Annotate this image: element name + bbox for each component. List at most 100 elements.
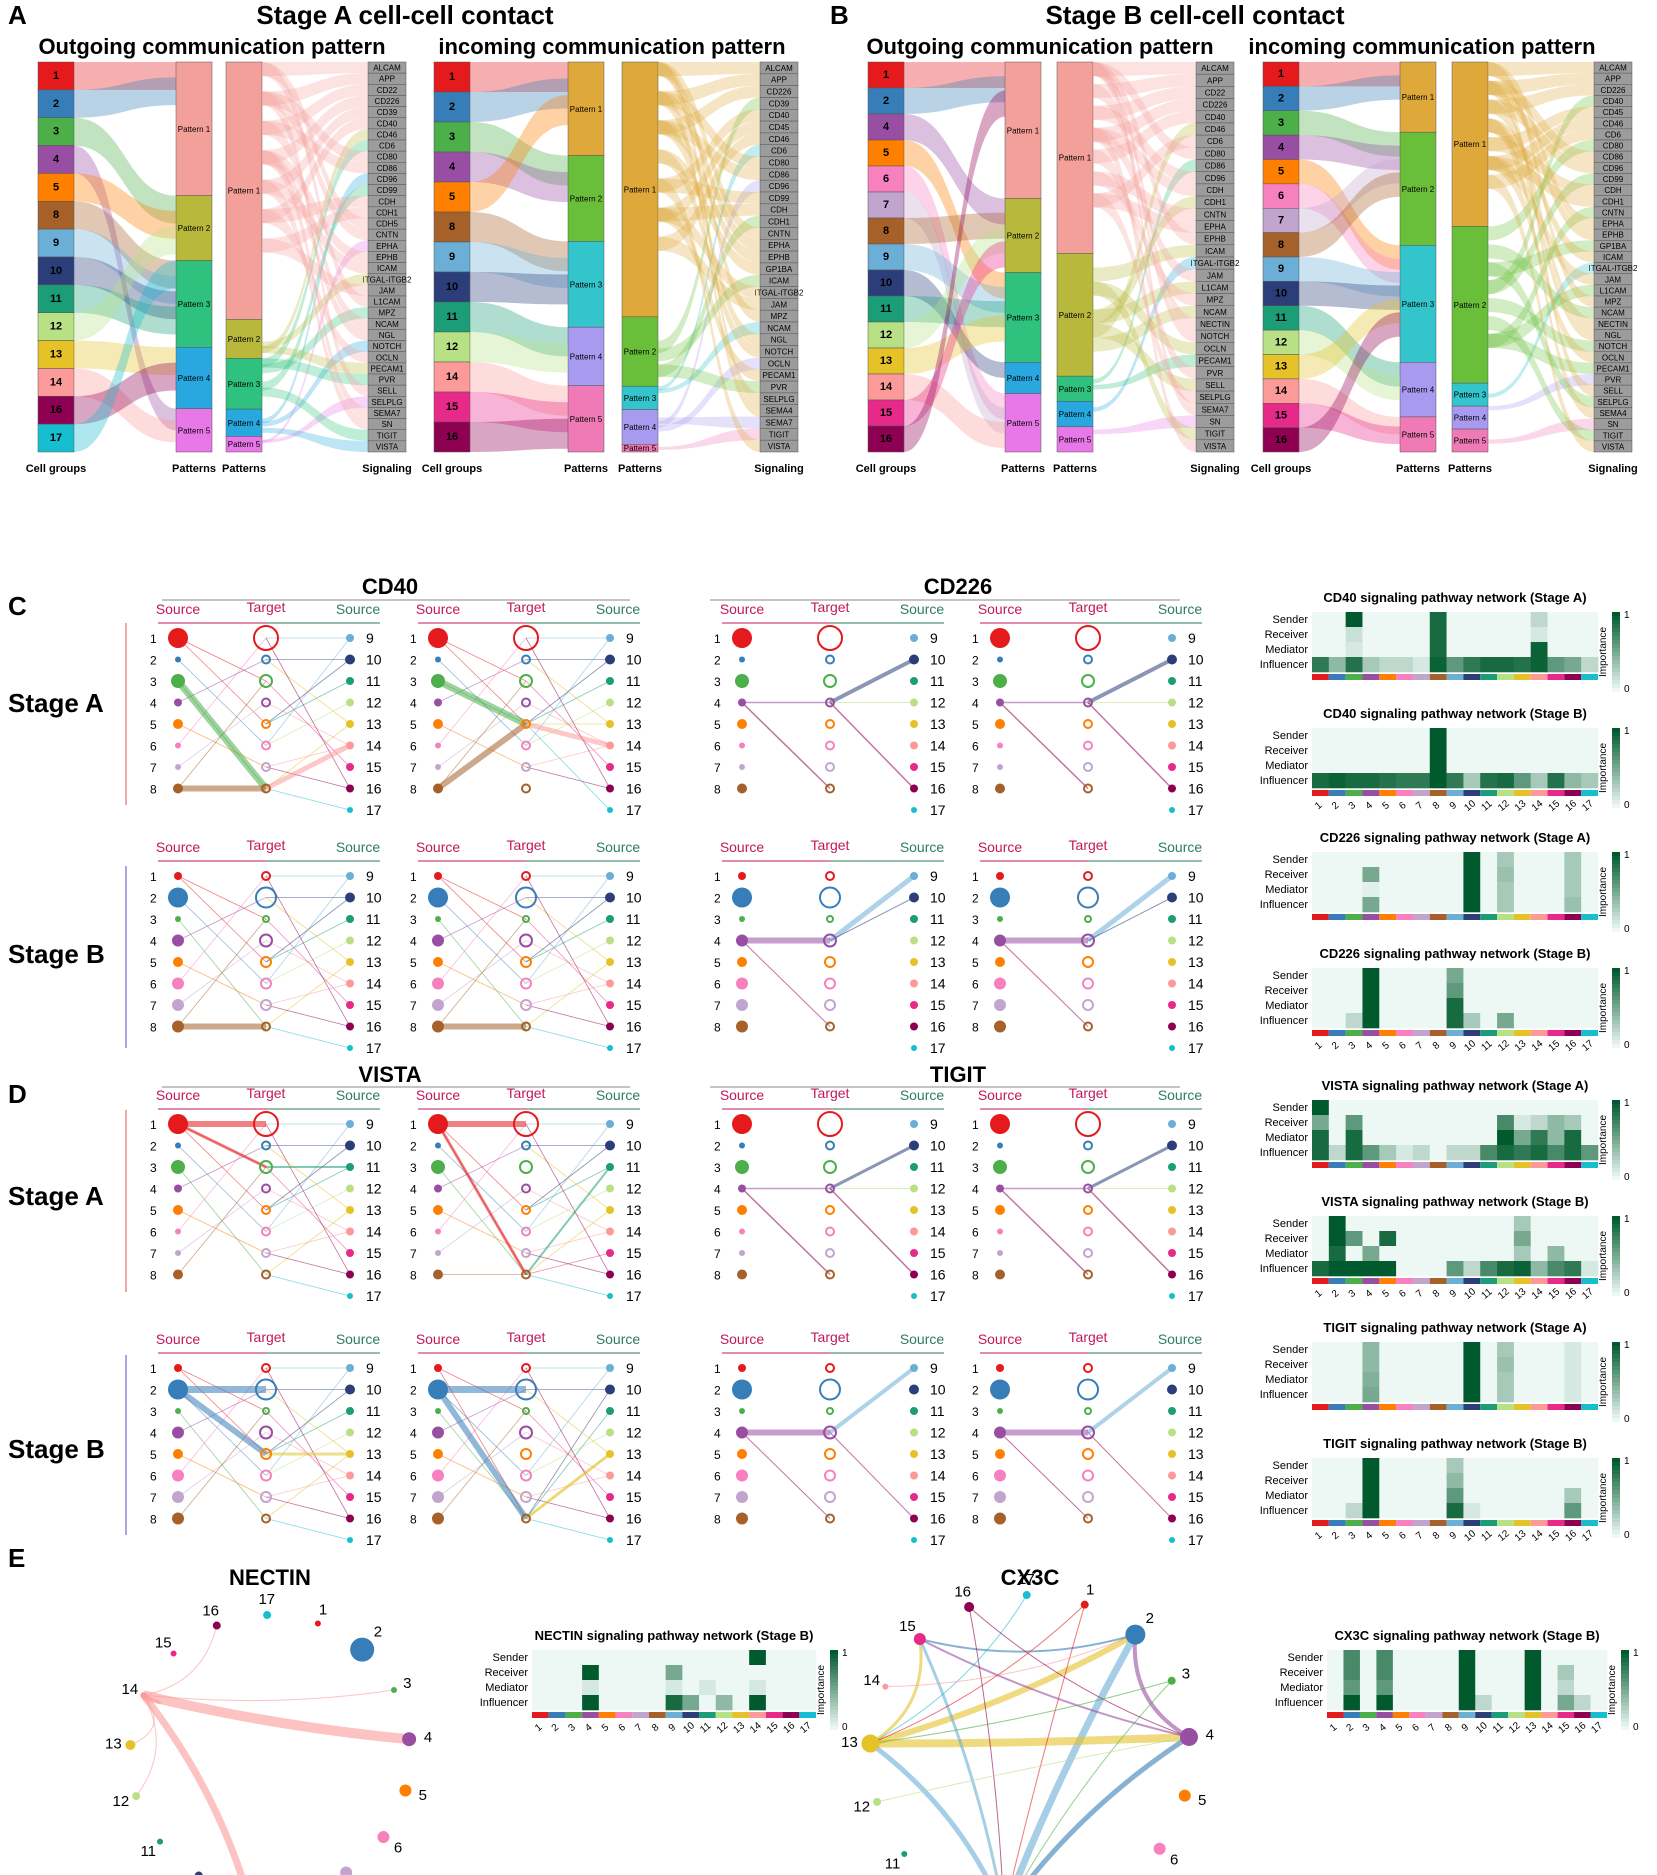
hier-target-node — [520, 1448, 532, 1460]
hier-edge — [437, 875, 527, 984]
a-in-signal-label: SELPLG — [763, 395, 794, 404]
hier-source-node — [168, 628, 188, 648]
hier-left-num: 1 — [150, 1118, 157, 1132]
flow-ribbon — [262, 179, 368, 274]
heatmap-color-strip — [1359, 1712, 1377, 1718]
hier-target-node — [1083, 740, 1093, 751]
heatmap-cell — [1463, 867, 1481, 883]
hier-left-num: 7 — [714, 999, 721, 1013]
heatmap-cell — [1581, 1115, 1599, 1131]
flow-ribbon — [1299, 159, 1400, 233]
pathway-title-vista: VISTA — [358, 1062, 421, 1087]
heatmap-title: CD40 signaling pathway network (Stage A) — [1323, 590, 1586, 605]
heatmap-cell — [1497, 1473, 1515, 1489]
legend-step — [1621, 1726, 1629, 1730]
heatmap-cell — [1581, 1130, 1599, 1146]
legend-max: 1 — [1624, 1340, 1630, 1351]
b-out-pattern-label: Pattern 4 — [1007, 374, 1040, 383]
hier-left-num: 2 — [972, 1140, 979, 1154]
hier-left-num: 2 — [410, 654, 417, 668]
hier-right-node — [1167, 892, 1177, 903]
heatmap-cell — [1547, 1458, 1565, 1474]
flow-ribbon — [1093, 159, 1196, 384]
a-out-sigpattern-box — [225, 61, 263, 320]
hier-target-node — [260, 1448, 272, 1460]
flow-ribbon — [262, 62, 368, 230]
hier-source-node — [738, 872, 746, 880]
legend-step — [1612, 616, 1620, 620]
hier-source-node — [996, 1364, 1004, 1372]
heatmap-cell — [1345, 758, 1363, 774]
b-out-group-box — [867, 425, 905, 453]
heatmap-cell — [1327, 1680, 1344, 1696]
legend-step — [1621, 1694, 1629, 1698]
flow-ribbon — [1093, 86, 1196, 120]
heatmap-color-strip — [1547, 1030, 1565, 1036]
heatmap-color-strip — [1564, 1162, 1582, 1168]
heatmap-cell — [765, 1680, 783, 1696]
legend-step — [1621, 1650, 1629, 1654]
heatmap-color-strip — [1574, 1712, 1591, 1718]
heatmap-col-label: 11 — [1480, 1286, 1495, 1301]
heatmap-cell — [749, 1665, 767, 1681]
hier-source-node — [432, 1512, 444, 1525]
a-out-signal-label: ICAM — [377, 264, 397, 273]
hier-target-node — [826, 1407, 834, 1415]
flow-ribbon — [658, 364, 760, 393]
heatmap-color-strip — [1480, 1278, 1498, 1284]
a-out-axis-patterns: Patterns — [172, 463, 216, 475]
heatmap-cell — [1396, 882, 1414, 898]
heatmap-cell — [1328, 1145, 1346, 1161]
heatmap-cell — [1345, 1357, 1363, 1373]
heatmap-cell — [1446, 758, 1464, 774]
a-in-signal-label: CD45 — [769, 123, 790, 132]
heatmap-row-label: Sender — [1273, 1218, 1309, 1230]
flow-ribbon — [1093, 171, 1196, 306]
heatmap-color-strip — [1412, 1162, 1430, 1168]
heatmap-cell — [1524, 1665, 1542, 1681]
heatmap-color-strip — [1463, 1404, 1481, 1410]
hier-right-num: 16 — [1188, 781, 1204, 797]
heatmap-color-strip — [1446, 674, 1464, 680]
heatmap-cell — [1312, 998, 1330, 1014]
flow-ribbon — [1093, 244, 1196, 282]
heatmap-col-label: 16 — [1563, 798, 1579, 814]
heatmap-row-label: Mediator — [1265, 1132, 1308, 1144]
hier-right-node — [346, 741, 354, 750]
flow-ribbon — [904, 374, 1005, 449]
heatmap-cell — [1513, 1387, 1532, 1403]
a-out-signal-label: CD40 — [377, 119, 398, 128]
a-out-sigpattern-label: Pattern 1 — [228, 187, 261, 196]
heatmap-cell — [1446, 1488, 1464, 1504]
flow-ribbon — [1093, 127, 1196, 452]
heatmap-cell — [1497, 1231, 1515, 1247]
hier-edge — [525, 1145, 611, 1211]
hier-right-node — [910, 915, 918, 923]
heatmap-cell — [1312, 758, 1330, 774]
hier-right-num: 13 — [930, 1446, 946, 1462]
hier-left-num: 8 — [714, 1021, 721, 1035]
a-in-signal-box — [759, 439, 799, 453]
heatmap-cell — [1345, 1342, 1363, 1358]
heatmap-col-label: 2 — [1344, 1722, 1356, 1734]
circle-node-label: 3 — [403, 1675, 411, 1692]
hier-right-num: 17 — [930, 802, 946, 818]
hier-left-num: 4 — [972, 1183, 979, 1197]
heatmap-cell — [1564, 1458, 1582, 1474]
hier-source-node — [736, 999, 748, 1011]
flow-ribbon — [658, 274, 760, 362]
hier-target-node — [521, 697, 531, 708]
legend-label: Importance — [1598, 1115, 1609, 1165]
heatmap-cell — [1446, 1145, 1464, 1161]
hier-right-node — [606, 1249, 614, 1257]
hier-right-node — [346, 1022, 354, 1031]
heatmap-cell — [1480, 1357, 1498, 1373]
heatmap-cell — [1541, 1650, 1558, 1666]
legend-step — [1612, 1004, 1620, 1008]
hier-right-num: 15 — [366, 1245, 382, 1261]
legend-step — [1612, 1100, 1620, 1104]
legend-step — [1612, 1164, 1620, 1168]
heatmap-cell — [1497, 627, 1515, 643]
heatmap-col-label: 17 — [1580, 1286, 1596, 1302]
hier-right-num: 11 — [626, 1159, 641, 1175]
